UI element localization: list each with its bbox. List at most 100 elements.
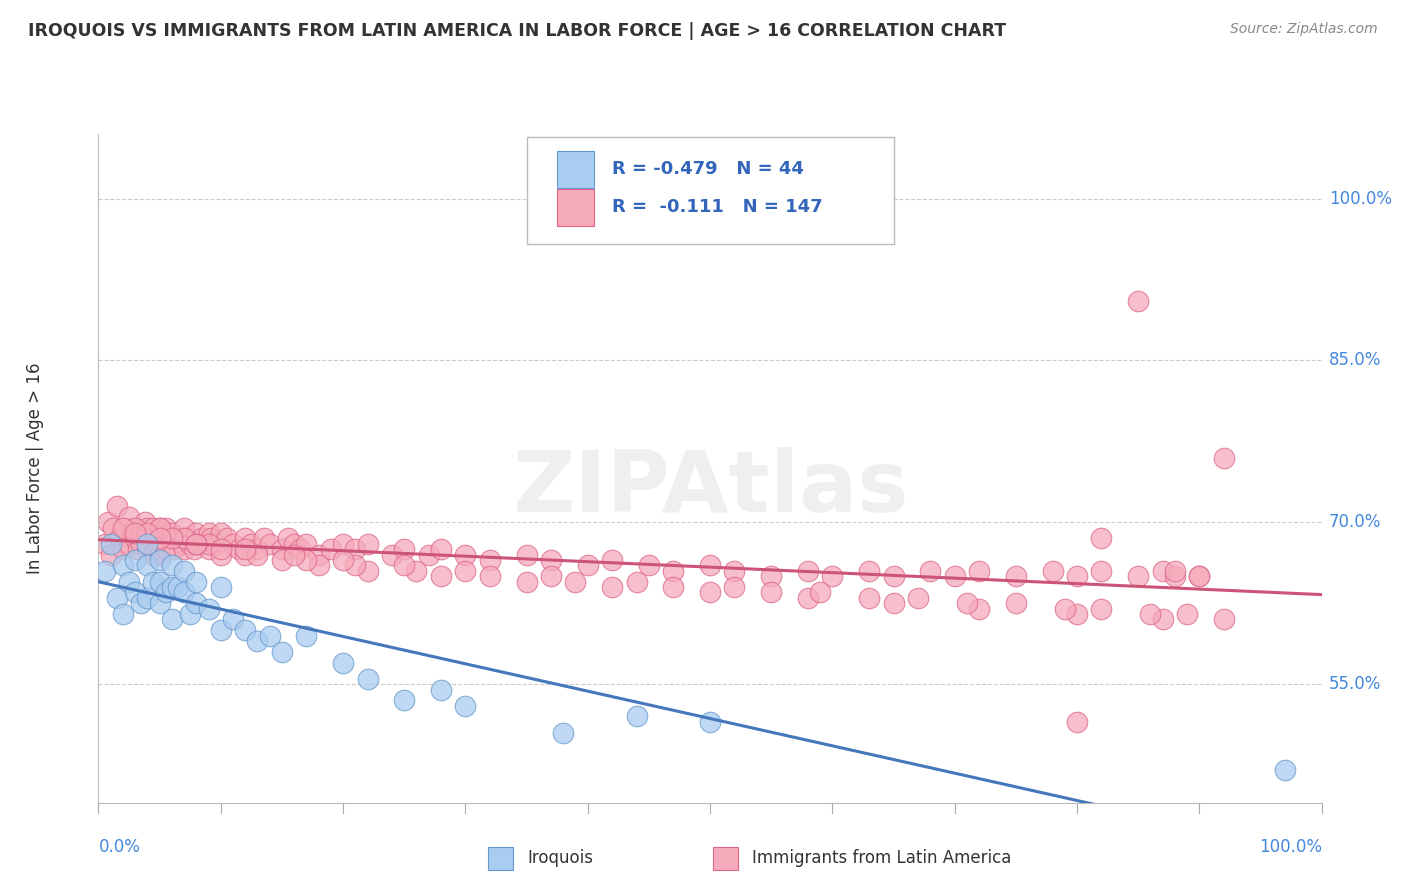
Point [160,558,183,573]
Point [105,591,128,605]
Text: 100.0%: 100.0% [1329,189,1392,208]
Point [626,709,648,723]
Point [110,532,132,546]
Point [405,564,427,578]
Point [797,591,820,605]
Point [136,542,159,557]
Point [1090,601,1112,615]
Point [283,537,305,551]
Point [187,537,209,551]
Text: Iroquois: Iroquois [527,849,593,867]
Point [246,548,269,562]
Point [576,558,599,573]
Point [270,553,294,567]
Point [209,526,232,541]
Text: 0.0%: 0.0% [98,838,141,856]
Point [197,526,219,541]
Point [197,537,219,551]
Point [124,521,146,535]
Point [540,553,562,567]
Text: IROQUOIS VS IMMIGRANTS FROM LATIN AMERICA IN LABOR FORCE | AGE > 16 CORRELATION : IROQUOIS VS IMMIGRANTS FROM LATIN AMERIC… [28,22,1007,40]
Point [259,629,281,643]
Point [662,580,685,594]
Point [157,532,180,546]
Point [858,564,880,578]
Point [246,634,269,648]
Point [111,607,134,621]
Text: Source: ZipAtlas.com: Source: ZipAtlas.com [1230,22,1378,37]
Point [173,542,195,557]
Point [295,629,318,643]
Point [956,596,979,610]
Text: ZIPAtlas: ZIPAtlas [512,447,908,530]
Point [283,548,305,562]
Point [170,537,193,551]
Point [233,548,256,562]
Text: R = -0.479   N = 44: R = -0.479 N = 44 [612,161,804,178]
Point [186,537,208,551]
Point [118,574,141,589]
Point [160,580,183,594]
Point [160,612,183,626]
Point [209,542,232,557]
Point [136,526,159,541]
Text: 55.0%: 55.0% [1329,675,1381,693]
Point [146,537,169,551]
Point [197,601,219,615]
Point [430,542,453,557]
Point [233,532,256,546]
Point [1188,569,1211,583]
Text: In Labor Force | Age > 16: In Labor Force | Age > 16 [27,362,44,574]
Point [344,558,367,573]
Point [121,526,143,541]
Point [160,532,183,546]
Point [191,532,214,546]
Point [155,542,177,557]
Point [124,585,146,599]
Point [142,574,165,589]
Point [454,548,477,562]
Point [114,521,136,535]
Point [105,499,128,513]
Point [197,542,219,557]
Point [124,526,146,541]
Point [136,558,159,573]
Text: 100.0%: 100.0% [1258,838,1322,856]
Point [97,515,120,529]
Point [129,537,152,551]
Text: Immigrants from Latin America: Immigrants from Latin America [752,849,1011,867]
Point [967,564,990,578]
Point [1066,714,1088,729]
Point [167,580,190,594]
Point [215,532,238,546]
Point [356,564,378,578]
Point [1128,294,1150,309]
Point [1188,569,1211,583]
Point [967,601,990,615]
Point [1274,764,1296,778]
Point [553,725,575,739]
Point [319,542,342,557]
Point [155,521,177,535]
Point [173,521,195,535]
Point [295,537,318,551]
Point [173,585,195,599]
Point [478,553,501,567]
Point [344,542,367,557]
Point [100,537,122,551]
Point [186,574,208,589]
Point [1090,564,1112,578]
FancyBboxPatch shape [526,137,894,244]
Point [118,537,141,551]
Point [761,585,783,599]
Point [332,553,354,567]
Point [454,564,477,578]
Point [515,574,537,589]
Point [228,542,250,557]
Point [454,698,477,713]
Point [142,521,165,535]
Point [1128,569,1150,583]
Point [209,623,232,637]
Point [1175,607,1198,621]
Point [149,553,172,567]
